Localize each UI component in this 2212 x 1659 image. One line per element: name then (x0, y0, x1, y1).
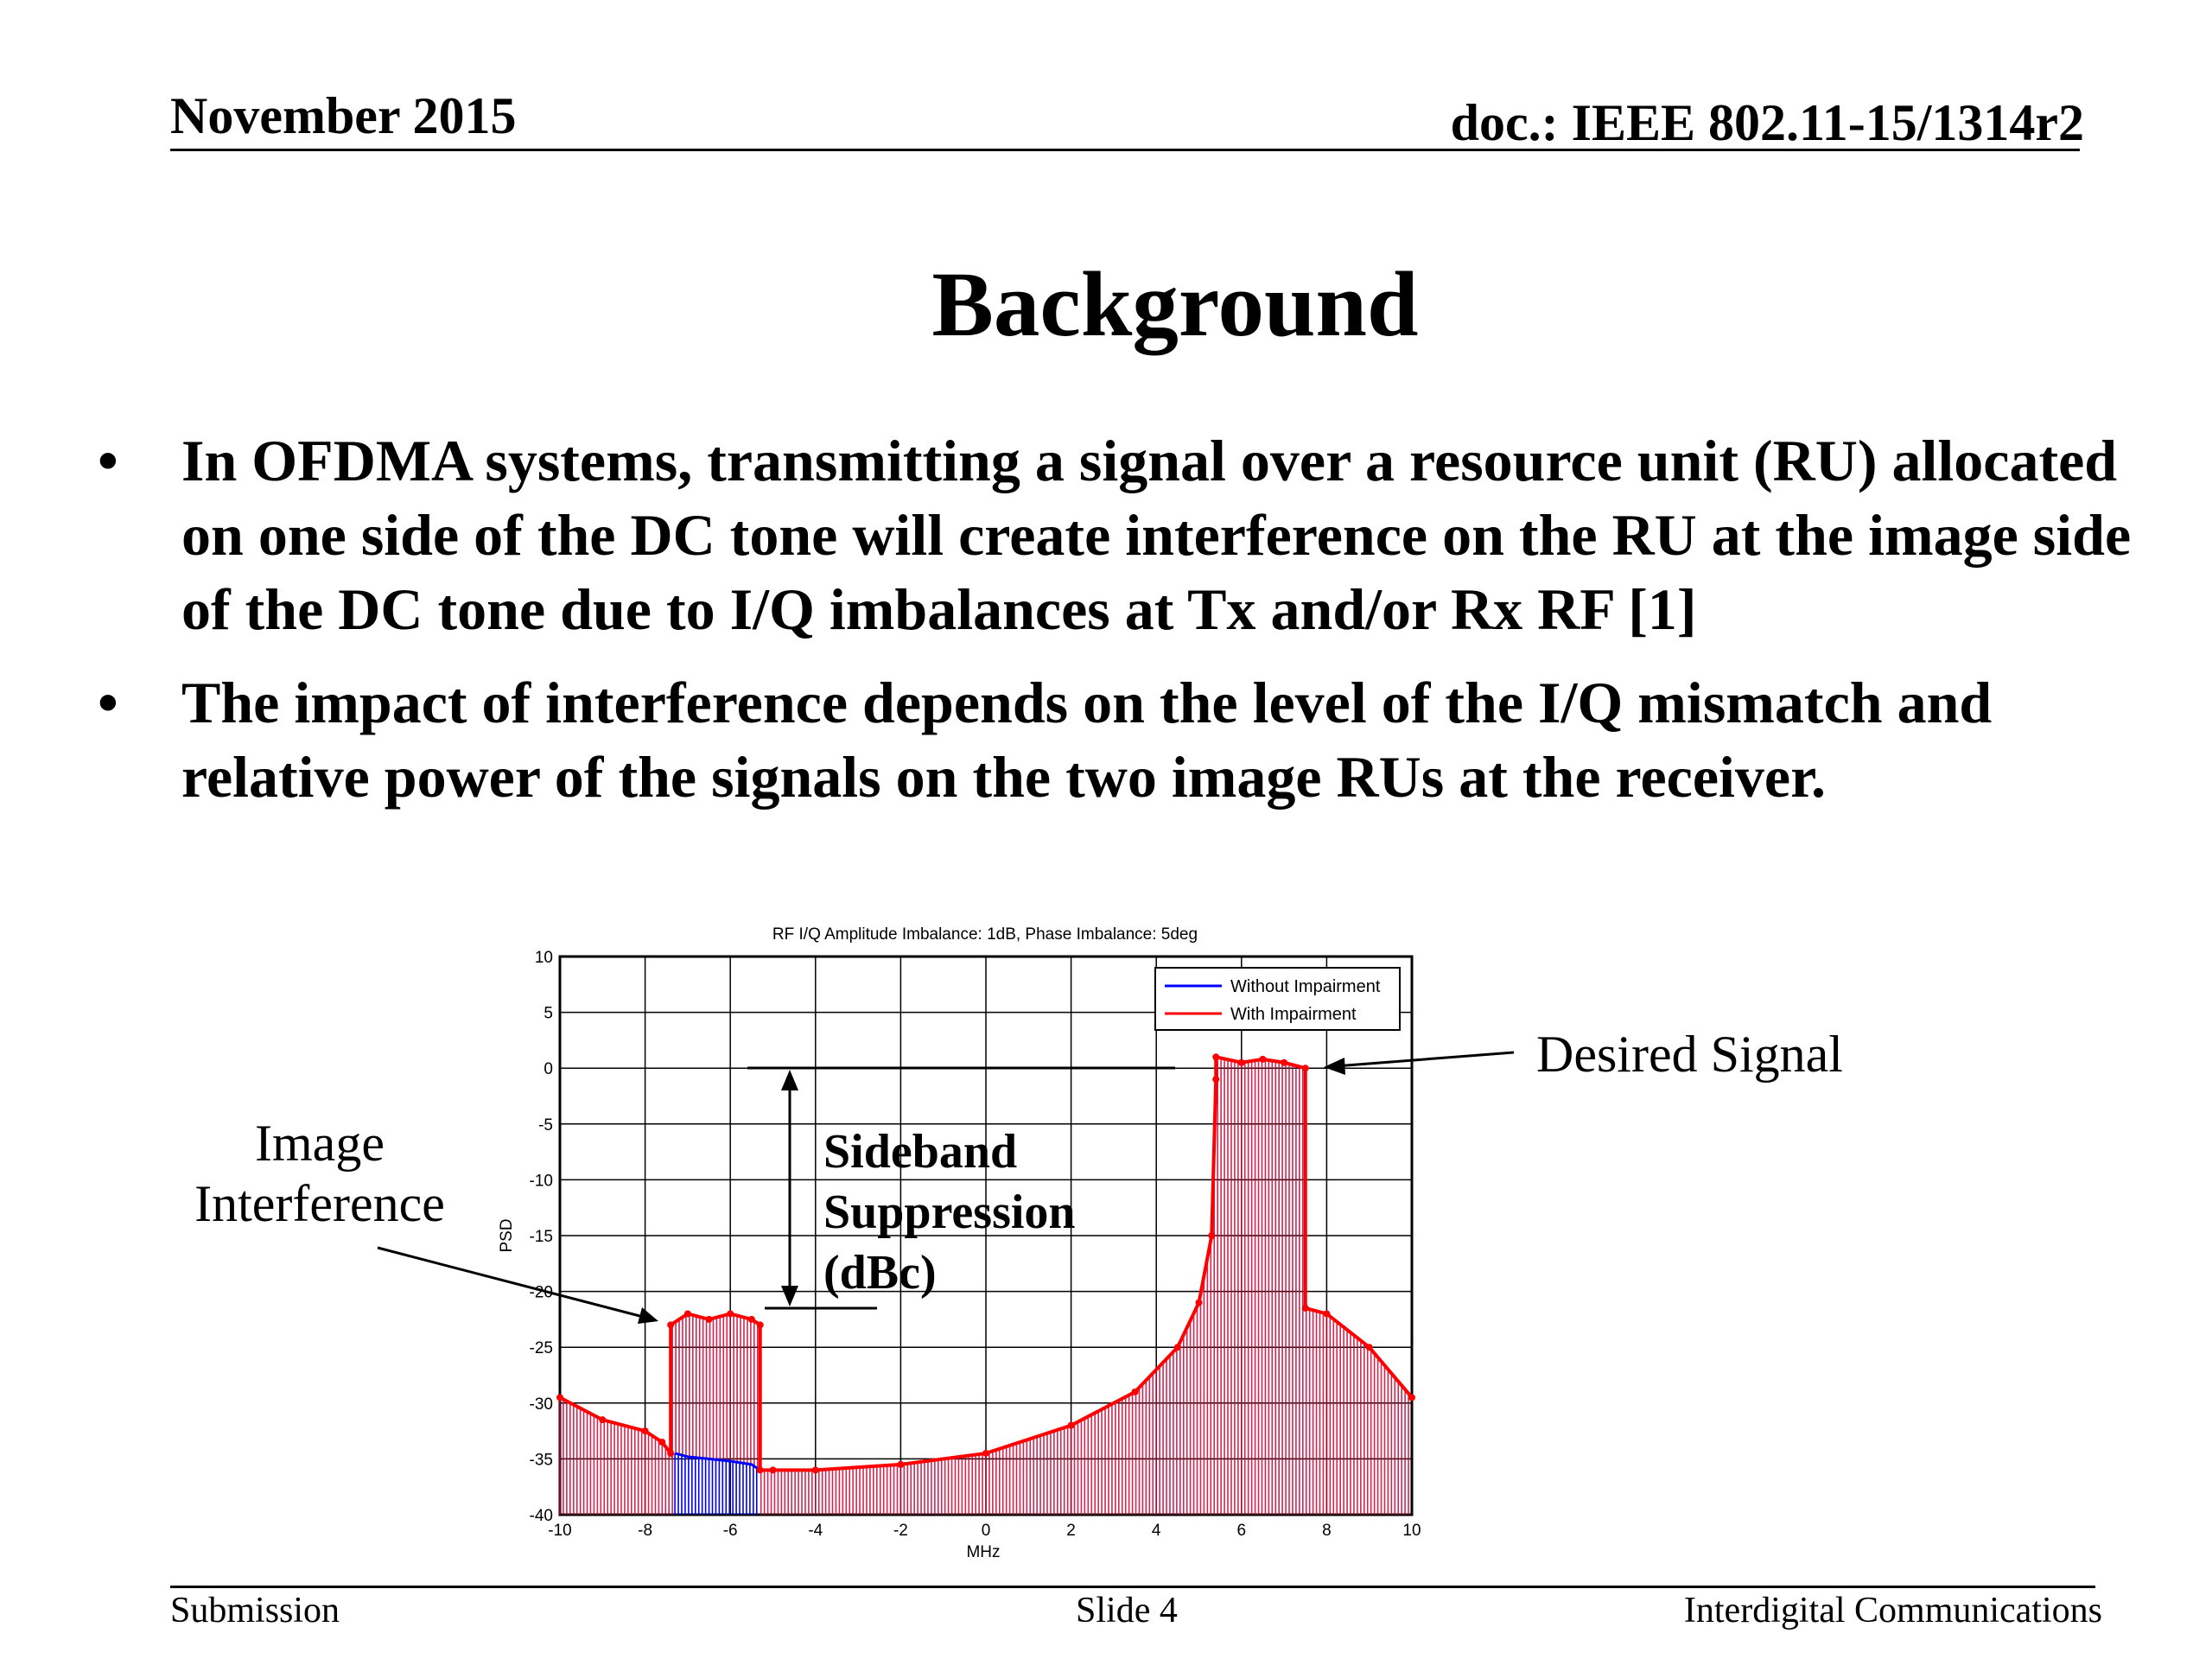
data-point-with (756, 1321, 764, 1329)
x-tick-label: -10 (548, 1522, 571, 1540)
image-interference-arrow (377, 1246, 658, 1324)
data-point-with (1301, 1065, 1309, 1072)
x-axis-label: MHz (966, 1543, 1000, 1561)
desired-arrow-line (1334, 1051, 1515, 1068)
footer-divider (170, 1586, 2095, 1588)
desired-signal-label: Desired Signal (1536, 1026, 1843, 1083)
series-lines (556, 1053, 1415, 1474)
footer-slide-number: Slide 4 (1076, 1591, 1178, 1630)
sideband-suppression-label: Sideband Suppression (dBc) (823, 1125, 1076, 1300)
data-point-with (683, 1310, 691, 1318)
x-tick-label: -2 (893, 1522, 908, 1540)
desired-arrow-head (1324, 1058, 1345, 1075)
data-point-with (1212, 1076, 1220, 1084)
bullet-marker: • (98, 428, 118, 493)
bullet-item: • The impact of interference depends on … (91, 665, 2164, 814)
bullet-marker: • (98, 670, 118, 735)
data-point-with (747, 1315, 755, 1323)
legend: Without Impairment With Impairment (1154, 967, 1401, 1031)
footer-company: Interdigital Communications (1683, 1591, 2102, 1630)
data-point-with (1281, 1058, 1288, 1066)
y-tick-label: -10 (530, 1172, 553, 1190)
data-point-with (599, 1416, 607, 1424)
x-tick-label: -8 (638, 1522, 652, 1540)
y-tick-label: -25 (530, 1339, 553, 1357)
data-point-with (1208, 1232, 1216, 1239)
legend-label-without: Without Impairment (1230, 977, 1381, 996)
arrow-head-up (781, 1070, 798, 1090)
x-tick-label: 8 (1322, 1522, 1332, 1540)
y-tick-label: 0 (543, 1060, 553, 1078)
bullet-text: The impact of interference depends on th… (181, 670, 1993, 810)
y-tick-label: -15 (530, 1228, 553, 1246)
chart-title: RF I/Q Amplitude Imbalance: 1dB, Phase I… (772, 925, 1198, 944)
data-point-with (641, 1427, 649, 1435)
bullet-item: • In OFDMA systems, transmitting a signa… (91, 423, 2164, 646)
image-arrow-head (638, 1307, 658, 1324)
data-point-with (1195, 1299, 1203, 1306)
x-tick-label: 0 (982, 1522, 991, 1540)
data-point-with (1365, 1344, 1373, 1351)
data-point-with (727, 1310, 734, 1318)
legend-label-with: With Impairment (1230, 1005, 1357, 1024)
y-tick-label: -5 (538, 1116, 553, 1135)
data-point-with (1212, 1053, 1220, 1061)
stem-lines (559, 1057, 1409, 1515)
x-tick-label: 6 (1237, 1522, 1247, 1540)
y-tick-label: -40 (530, 1507, 553, 1525)
data-point-with (667, 1321, 675, 1329)
bullet-list: • In OFDMA systems, transmitting a signa… (91, 423, 2164, 833)
x-tick-label: -4 (808, 1522, 823, 1540)
data-point-with (1131, 1388, 1139, 1395)
series-line-without (674, 1452, 761, 1471)
data-point-with (897, 1460, 905, 1468)
data-point-with (982, 1449, 989, 1457)
data-point-with (658, 1439, 666, 1446)
y-axis-label: PSD (498, 1218, 516, 1252)
x-tick-label: -6 (723, 1522, 738, 1540)
data-point-with (769, 1466, 777, 1474)
header-date: November 2015 (170, 87, 517, 144)
data-point-with (1323, 1310, 1331, 1318)
data-point-with (1408, 1394, 1415, 1402)
data-point-with (1301, 1304, 1309, 1312)
slide-title: Background (931, 254, 1419, 356)
sideband-marker (747, 1066, 1175, 1310)
y-tick-label: 10 (535, 949, 553, 967)
x-tick-label: 4 (1152, 1522, 1161, 1540)
desired-signal-arrow (1324, 1051, 1515, 1075)
y-tick-label: -30 (530, 1395, 553, 1414)
tick-labels: -10 -8 -6 -4 -2 0 2 4 6 8 101050-5-10-15-20-25-30-… (530, 949, 1421, 1540)
data-point-with (1067, 1421, 1075, 1429)
y-tick-label: -35 (530, 1451, 553, 1469)
data-point-with (1259, 1055, 1267, 1063)
data-point-with (1173, 1344, 1181, 1351)
header-doc-id: doc.: IEEE 802.11-15/1314r2 (1450, 94, 2084, 151)
x-tick-label: 10 (1402, 1522, 1421, 1540)
arrow-head-down (781, 1286, 798, 1306)
image-arrow-line (377, 1246, 647, 1319)
data-point-with (667, 1449, 675, 1457)
footer-submission: Submission (170, 1591, 340, 1630)
data-point-with (1237, 1058, 1245, 1066)
bullet-text: In OFDMA systems, transmitting a signal … (181, 428, 2132, 642)
data-point-with (705, 1315, 713, 1323)
image-interference-label: Image Interference (194, 1115, 445, 1232)
data-point-with (556, 1394, 563, 1402)
data-point-with (756, 1466, 764, 1474)
x-tick-label: 2 (1066, 1522, 1076, 1540)
header-divider (170, 149, 2080, 151)
data-point-with (811, 1466, 819, 1474)
y-tick-label: 5 (543, 1005, 553, 1023)
legend-box (1154, 967, 1401, 1031)
